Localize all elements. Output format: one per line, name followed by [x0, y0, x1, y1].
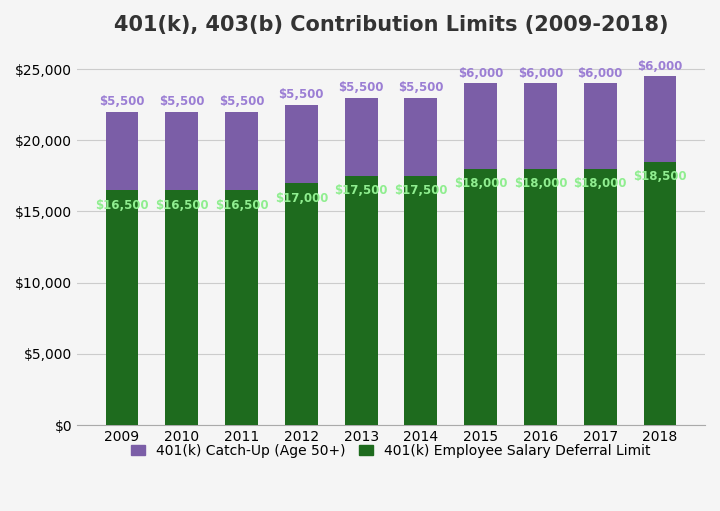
Text: $18,000: $18,000 [513, 177, 567, 190]
Text: $6,000: $6,000 [637, 60, 683, 73]
Bar [644, 76, 677, 161]
Bar [285, 183, 318, 425]
Legend: 401(k) Catch-Up (Age 50+), 401(k) Employee Salary Deferral Limit: 401(k) Catch-Up (Age 50+), 401(k) Employ… [125, 438, 657, 463]
Bar [584, 169, 616, 425]
Text: $17,000: $17,000 [274, 192, 328, 204]
Bar [584, 83, 616, 169]
Text: $18,000: $18,000 [454, 177, 508, 190]
Text: $5,500: $5,500 [279, 88, 324, 101]
Text: $6,000: $6,000 [577, 67, 623, 80]
Text: $5,500: $5,500 [398, 81, 444, 94]
Bar [464, 83, 497, 169]
Bar [106, 112, 138, 190]
Bar [285, 105, 318, 183]
Bar [345, 98, 377, 176]
Text: $16,500: $16,500 [155, 199, 209, 212]
Text: $16,500: $16,500 [215, 199, 269, 212]
Bar [166, 112, 198, 190]
Bar [225, 112, 258, 190]
Text: $5,500: $5,500 [219, 95, 264, 108]
Bar [524, 169, 557, 425]
Text: $5,500: $5,500 [338, 81, 384, 94]
Text: $5,500: $5,500 [159, 95, 204, 108]
Bar [524, 83, 557, 169]
Text: $6,000: $6,000 [518, 67, 563, 80]
Bar [345, 176, 377, 425]
Bar [106, 190, 138, 425]
Text: $18,500: $18,500 [633, 170, 687, 183]
Text: $18,000: $18,000 [574, 177, 627, 190]
Bar [405, 98, 437, 176]
Bar [464, 169, 497, 425]
Bar [166, 190, 198, 425]
Text: $17,500: $17,500 [394, 184, 448, 197]
Text: $6,000: $6,000 [458, 67, 503, 80]
Title: 401(k), 403(b) Contribution Limits (2009-2018): 401(k), 403(b) Contribution Limits (2009… [114, 15, 668, 35]
Bar [644, 161, 677, 425]
Text: $16,500: $16,500 [95, 199, 149, 212]
Bar [225, 190, 258, 425]
Text: $5,500: $5,500 [99, 95, 145, 108]
Text: $17,500: $17,500 [334, 184, 388, 197]
Bar [405, 176, 437, 425]
